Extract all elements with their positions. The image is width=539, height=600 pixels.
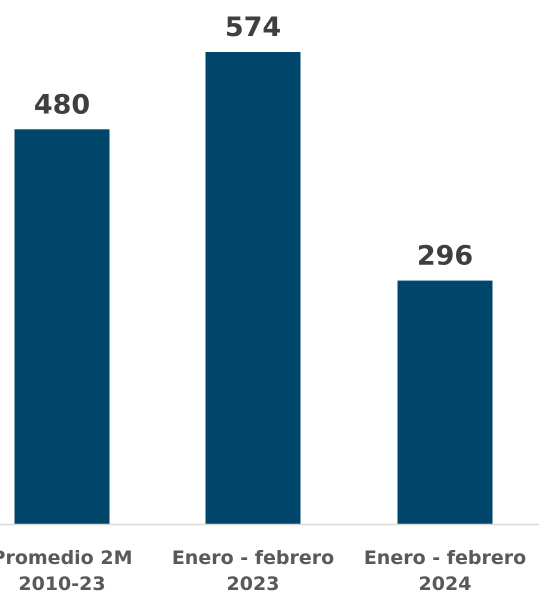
category-label-2-line-1: 2024 (419, 573, 472, 595)
category-label-0-line-1: 2010-23 (18, 573, 105, 595)
bar-value-label-0: 480 (34, 89, 90, 120)
value-labels-group: 480 574 296 (34, 12, 473, 272)
category-label-1-line-0: Enero - febrero (172, 547, 334, 569)
category-label-0-line-0: Promedio 2M (0, 547, 132, 569)
bar-2 (397, 280, 493, 524)
bar-value-label-1: 574 (225, 12, 281, 43)
bar-1 (205, 52, 301, 524)
category-label-1-line-1: 2023 (227, 573, 280, 595)
bar-value-label-2: 296 (417, 241, 473, 272)
bars-group (14, 52, 493, 524)
category-label-2-line-0: Enero - febrero (364, 547, 526, 569)
category-labels-group: Promedio 2M 2010-23 Enero - febrero 2023 Ene… (0, 547, 526, 595)
bar-0 (14, 129, 110, 524)
